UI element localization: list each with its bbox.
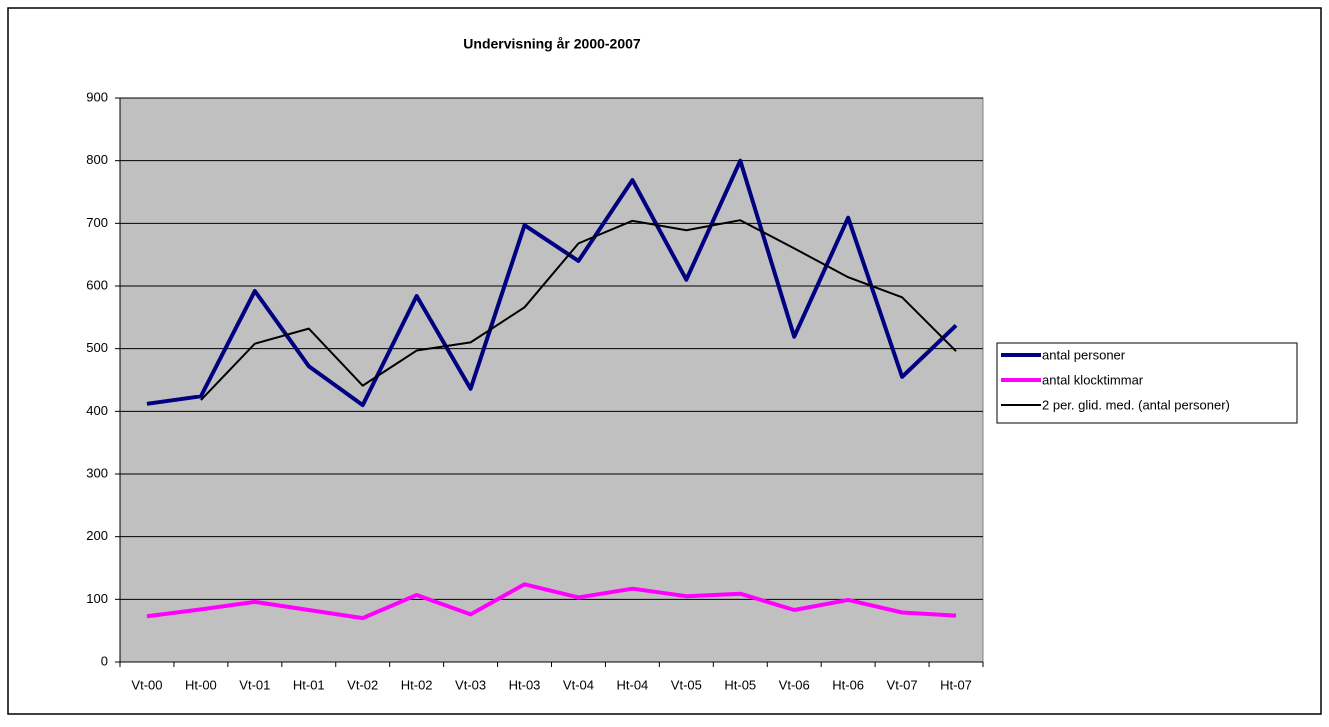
x-tick-label: Vt-05 bbox=[671, 677, 702, 692]
x-tick-label: Vt-04 bbox=[563, 677, 594, 692]
x-tick-label: Vt-07 bbox=[887, 677, 918, 692]
y-tick-label: 0 bbox=[101, 653, 108, 668]
x-tick-label: Vt-00 bbox=[131, 677, 162, 692]
x-tick-label: Vt-01 bbox=[239, 677, 270, 692]
legend-label: antal personer bbox=[1042, 347, 1126, 362]
x-tick-label: Ht-03 bbox=[509, 677, 541, 692]
series-line bbox=[146, 158, 958, 408]
legend bbox=[996, 342, 1298, 424]
x-tick-label: Ht-04 bbox=[617, 677, 649, 692]
legend-label: 2 per. glid. med. (antal personer) bbox=[1042, 397, 1230, 412]
x-tick-label: Ht-02 bbox=[401, 677, 433, 692]
series-line bbox=[146, 582, 957, 621]
y-tick-label: 300 bbox=[86, 465, 108, 480]
y-tick-label: 900 bbox=[86, 89, 108, 104]
y-tick-label: 100 bbox=[86, 591, 108, 606]
legend-label: antal klocktimmar bbox=[1042, 372, 1144, 387]
y-tick-label: 200 bbox=[86, 528, 108, 543]
y-tick-label: 400 bbox=[86, 403, 108, 418]
series-line bbox=[200, 219, 957, 401]
x-tick-label: Ht-06 bbox=[832, 677, 864, 692]
y-tick-label: 800 bbox=[86, 152, 108, 167]
x-tick-label: Vt-02 bbox=[347, 677, 378, 692]
plot-area bbox=[119, 97, 984, 663]
y-tick-label: 700 bbox=[86, 215, 108, 230]
x-tick-label: Ht-00 bbox=[185, 677, 217, 692]
x-tick-label: Vt-06 bbox=[779, 677, 810, 692]
y-tick-label: 600 bbox=[86, 277, 108, 292]
x-tick-label: Ht-07 bbox=[940, 677, 972, 692]
x-tick-label: Vt-03 bbox=[455, 677, 486, 692]
x-tick-label: Ht-01 bbox=[293, 677, 325, 692]
x-tick-label: Ht-05 bbox=[724, 677, 756, 692]
chart-title: Undervisning år 2000-2007 bbox=[463, 36, 641, 52]
y-tick-label: 500 bbox=[86, 340, 108, 355]
